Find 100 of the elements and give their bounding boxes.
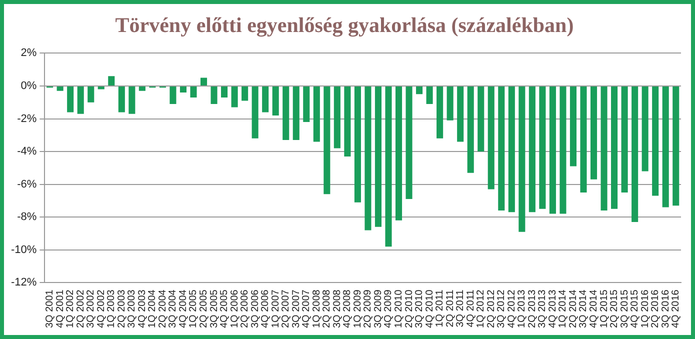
bar bbox=[242, 86, 248, 101]
bar bbox=[262, 86, 269, 112]
bar bbox=[221, 86, 228, 98]
x-tick-label: 3Q 2005 bbox=[208, 289, 220, 328]
bar bbox=[77, 86, 84, 114]
x-tick-label: 4Q 2008 bbox=[342, 289, 354, 328]
x-tick-label: 1Q 2010 bbox=[394, 289, 405, 328]
x-tick-label: 2Q 2005 bbox=[198, 289, 210, 328]
bar bbox=[570, 86, 577, 166]
bar bbox=[364, 86, 372, 230]
x-tick-label: 4Q 2004 bbox=[178, 289, 189, 328]
bar bbox=[56, 86, 64, 91]
bar bbox=[508, 86, 515, 212]
x-tick-label: 2Q 2004 bbox=[157, 289, 168, 328]
bar bbox=[118, 86, 125, 112]
x-tick-label: 3Q 2013 bbox=[537, 289, 548, 328]
bar bbox=[642, 86, 648, 172]
bar bbox=[170, 86, 176, 104]
bar bbox=[292, 86, 300, 140]
x-tick-label: 2Q 2008 bbox=[322, 289, 333, 328]
bar bbox=[354, 86, 361, 202]
x-tick-label: 4Q 2012 bbox=[506, 289, 518, 328]
bar bbox=[272, 86, 279, 116]
x-tick-label: 1Q 2004 bbox=[147, 289, 158, 328]
x-tick-label: 4Q 2001 bbox=[54, 289, 66, 328]
x-tick-label: 1Q 2011 bbox=[434, 289, 446, 328]
x-tick-label: 4Q 2005 bbox=[219, 289, 230, 328]
x-tick-label: 4Q 2011 bbox=[465, 289, 476, 328]
bar bbox=[478, 86, 484, 152]
x-tick-label: 3Q 2006 bbox=[250, 289, 261, 328]
x-tick-label: 2Q 2007 bbox=[280, 289, 292, 328]
bar bbox=[457, 86, 464, 142]
bar bbox=[88, 86, 94, 102]
bar bbox=[672, 86, 680, 206]
x-tick-label: 4Q 2013 bbox=[547, 289, 558, 328]
bar bbox=[190, 86, 197, 98]
bar bbox=[282, 86, 290, 140]
bar bbox=[128, 86, 136, 114]
x-tick-label: 3Q 2014 bbox=[578, 289, 590, 328]
x-tick-label: 4Q 2015 bbox=[630, 289, 641, 328]
bar bbox=[252, 86, 258, 138]
bar bbox=[344, 86, 351, 156]
bar bbox=[324, 86, 330, 194]
x-tick-label: 2Q 2012 bbox=[486, 289, 497, 328]
x-tick-label: 1Q 2014 bbox=[558, 289, 569, 328]
x-tick-label: 2Q 2002 bbox=[75, 289, 86, 328]
bar bbox=[303, 86, 310, 122]
bar bbox=[210, 86, 218, 104]
x-tick-label: 4Q 2003 bbox=[136, 289, 148, 328]
bar bbox=[395, 86, 402, 220]
x-tick-label: 4Q 2002 bbox=[96, 289, 107, 328]
x-tick-label: 2Q 2010 bbox=[404, 289, 415, 328]
x-tick-label: 3Q 2004 bbox=[168, 289, 179, 328]
bar bbox=[406, 86, 412, 200]
x-tick-label: 2Q 2011 bbox=[444, 289, 456, 328]
x-tick-label: 3Q 2012 bbox=[496, 289, 508, 328]
x-tick-label: 2Q 2016 bbox=[650, 289, 662, 328]
bar bbox=[662, 86, 669, 208]
x-tick-label: 3Q 2010 bbox=[414, 289, 426, 328]
bar bbox=[416, 86, 423, 94]
bar bbox=[539, 86, 546, 209]
x-tick-label: 2Q 2006 bbox=[240, 289, 251, 328]
x-tick-label: 2Q 2003 bbox=[116, 289, 128, 328]
x-tick-label: 3Q 2008 bbox=[332, 289, 343, 328]
bar bbox=[231, 86, 238, 108]
x-tick-label: 1Q 2009 bbox=[352, 289, 364, 328]
bar bbox=[590, 86, 598, 180]
bar bbox=[180, 86, 187, 93]
x-tick-label: 1Q 2016 bbox=[640, 289, 651, 328]
bar bbox=[385, 86, 392, 247]
x-tick-label: 3Q 2011 bbox=[455, 289, 466, 328]
y-tick-label: -2% bbox=[17, 112, 37, 125]
x-tick-label: 2Q 2015 bbox=[609, 289, 620, 328]
bar bbox=[549, 86, 556, 214]
bar bbox=[200, 78, 208, 86]
y-tick-label: -8% bbox=[17, 211, 37, 224]
x-tick-label: 1Q 2013 bbox=[516, 289, 528, 328]
x-tick-label: 1Q 2012 bbox=[476, 289, 487, 328]
chart-title: Törvény előtti egyenlőség gyakorlása (százalékban) bbox=[115, 13, 574, 38]
x-tick-label: 4Q 2007 bbox=[301, 289, 312, 328]
bar bbox=[313, 86, 320, 142]
y-tick-label: -4% bbox=[17, 146, 37, 158]
x-tick-label: 1Q 2002 bbox=[65, 289, 76, 328]
bar bbox=[67, 86, 74, 112]
y-tick-label: -10% bbox=[10, 244, 37, 256]
x-tick-label: 1Q 2005 bbox=[188, 289, 200, 328]
x-tick-label: 1Q 2003 bbox=[106, 289, 118, 328]
x-tick-label: 3Q 2007 bbox=[290, 289, 302, 328]
bar bbox=[611, 86, 618, 209]
y-tick-label: 2% bbox=[20, 47, 37, 60]
x-tick-label: 2Q 2013 bbox=[526, 289, 538, 328]
x-tick-label: 1Q 2008 bbox=[311, 289, 322, 328]
x-tick-label: 3Q 2015 bbox=[619, 289, 630, 328]
x-tick-label: 4Q 2006 bbox=[260, 289, 272, 328]
x-tick-label: 3Q 2009 bbox=[372, 289, 384, 328]
bar bbox=[621, 86, 628, 192]
bar bbox=[632, 86, 638, 222]
x-tick-label: 4Q 2014 bbox=[588, 289, 600, 328]
bar bbox=[98, 86, 104, 90]
bar bbox=[374, 86, 382, 227]
